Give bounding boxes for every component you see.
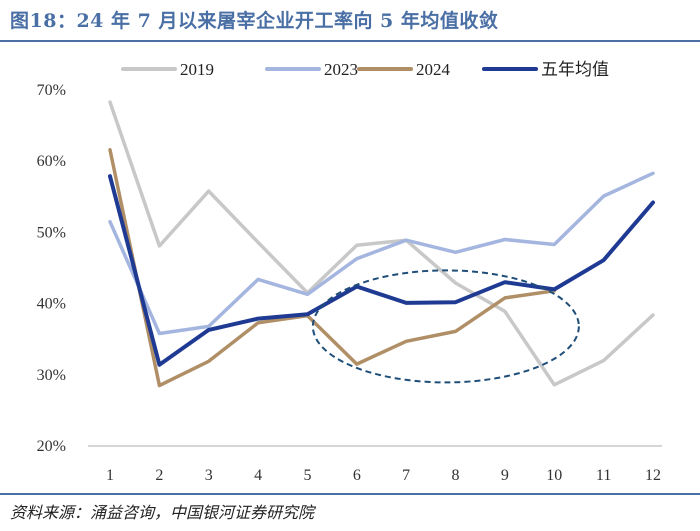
- x-tick-label: 4: [254, 467, 262, 484]
- y-tick-label: 50%: [37, 224, 66, 241]
- x-tick-label: 5: [303, 467, 311, 484]
- legend: 2019 2023 2024 五年均值: [121, 60, 609, 79]
- legend-label: 2019: [180, 60, 214, 79]
- series-line-五年均值: [108, 174, 655, 367]
- series-line-2023: [108, 171, 655, 336]
- x-tick-label: 8: [452, 467, 460, 484]
- highlight-ellipse: [311, 269, 580, 384]
- y-tick-label: 20%: [37, 438, 66, 455]
- title-divider: [0, 40, 700, 42]
- y-axis-ticks: 20% 30% 40% 50% 60% 70%: [37, 82, 66, 455]
- series-group: [108, 100, 655, 388]
- x-tick-label: 1: [106, 467, 114, 484]
- legend-label: 2023: [324, 60, 358, 79]
- x-tick-label: 7: [402, 467, 410, 484]
- source-note: 资料来源：涌益咨询，中国银河证券研究院: [10, 503, 315, 522]
- x-axis-ticks: 1 2 3 4 5 6 7 8 9 10 11 12: [106, 467, 661, 484]
- x-tick-label: 10: [546, 467, 562, 484]
- legend-label: 2024: [416, 60, 451, 79]
- y-tick-label: 30%: [37, 367, 66, 384]
- page-title: 图18：24 年 7 月以来屠宰企业开工率向 5 年均值收敛: [10, 10, 499, 32]
- x-tick-label: 2: [155, 467, 163, 484]
- y-tick-label: 60%: [37, 153, 66, 170]
- series-line-2019: [108, 100, 655, 387]
- x-tick-label: 6: [353, 467, 361, 484]
- x-tick-label: 9: [501, 467, 509, 484]
- y-tick-label: 70%: [37, 82, 66, 99]
- x-tick-label: 11: [596, 467, 611, 484]
- x-tick-label: 3: [205, 467, 213, 484]
- series-line-2024: [108, 148, 557, 388]
- y-tick-label: 40%: [37, 296, 66, 313]
- legend-label: 五年均值: [541, 60, 609, 79]
- footer-divider: [0, 493, 700, 495]
- x-tick-label: 12: [645, 467, 661, 484]
